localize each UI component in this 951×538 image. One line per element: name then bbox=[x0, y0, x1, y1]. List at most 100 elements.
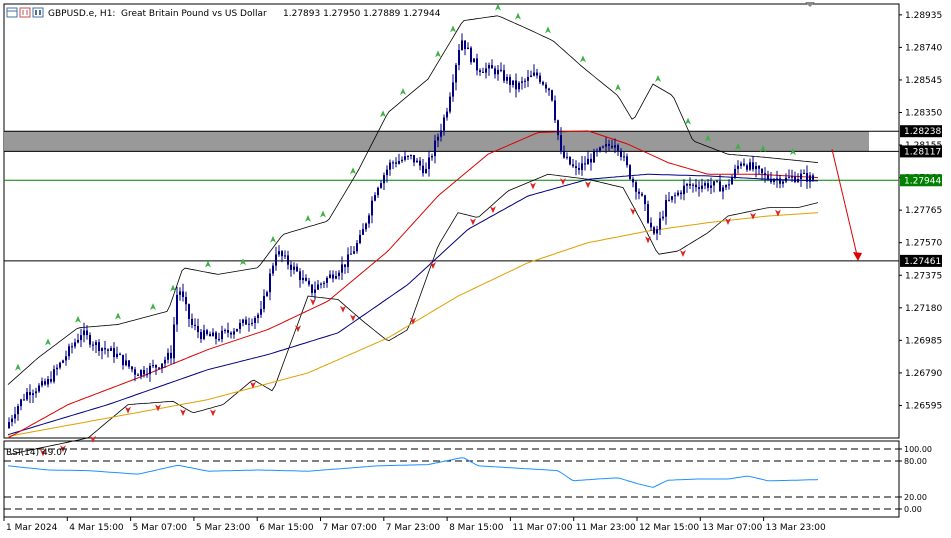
candle-body bbox=[98, 342, 100, 351]
rsi-label: RSI(14) 49.07 bbox=[6, 448, 68, 458]
chart-candles-icon[interactable] bbox=[32, 7, 44, 18]
buy-signal-icon bbox=[685, 117, 691, 125]
candle-body bbox=[698, 187, 700, 189]
candle-body bbox=[143, 369, 145, 375]
candle-body bbox=[647, 204, 649, 223]
candle-body bbox=[134, 369, 136, 375]
buy-signal-icon bbox=[615, 83, 621, 91]
candle-body bbox=[515, 80, 517, 90]
buy-signal-icon bbox=[735, 143, 741, 151]
candle-body bbox=[161, 363, 163, 369]
time-tick-label: 1 Mar 2024 bbox=[6, 523, 58, 533]
sell-signal-icon bbox=[250, 381, 256, 389]
candle-body bbox=[68, 346, 70, 357]
candle-body bbox=[800, 173, 802, 180]
sell-signal-icon bbox=[750, 212, 756, 220]
candle-body bbox=[629, 165, 631, 179]
candle-body bbox=[521, 81, 523, 83]
candle-body bbox=[101, 348, 103, 351]
candle-body bbox=[110, 348, 112, 351]
candle-body bbox=[362, 229, 364, 235]
bollinger-bands bbox=[7, 15, 819, 456]
candle-body bbox=[500, 69, 502, 71]
price-tick-label: 1.28935 bbox=[905, 11, 942, 21]
buy-signal-icon bbox=[580, 55, 586, 63]
candle-body bbox=[773, 179, 775, 183]
buy-signal-icon bbox=[515, 12, 521, 20]
sell-signal-icon bbox=[680, 249, 686, 257]
candle-body bbox=[440, 130, 442, 137]
candle-body bbox=[53, 369, 55, 382]
candle-body bbox=[539, 75, 541, 83]
rsi-tick-label: 0.00 bbox=[904, 505, 922, 514]
candle-body bbox=[350, 253, 352, 255]
candle-body bbox=[449, 96, 451, 112]
candle-body bbox=[302, 277, 304, 281]
sell-signal-icon bbox=[430, 261, 436, 269]
sell-signal-icon bbox=[40, 449, 46, 457]
candle-body bbox=[299, 271, 301, 281]
buy-signal-icon bbox=[790, 148, 796, 156]
candle-body bbox=[806, 173, 808, 182]
candle-body bbox=[557, 120, 559, 136]
buy-signal-icon bbox=[305, 214, 311, 222]
candle-body bbox=[8, 422, 10, 428]
candle-body bbox=[422, 165, 424, 174]
candle-body bbox=[317, 284, 319, 290]
candle-body bbox=[686, 183, 688, 186]
candle-body bbox=[320, 283, 322, 285]
buy-signal-icon bbox=[545, 26, 551, 34]
candle-body bbox=[62, 360, 64, 363]
window-icon[interactable] bbox=[6, 7, 18, 18]
candle-body bbox=[89, 335, 91, 345]
candle-body bbox=[428, 157, 430, 169]
buy-signal-icon bbox=[150, 303, 156, 311]
candle-body bbox=[344, 264, 346, 267]
candle-body bbox=[155, 365, 157, 368]
candle-body bbox=[158, 367, 160, 369]
candle-body bbox=[353, 251, 355, 254]
candle-body bbox=[809, 175, 811, 182]
buy-signal-icon bbox=[495, 3, 501, 11]
candle-body bbox=[785, 177, 787, 182]
candle-body bbox=[152, 365, 154, 367]
upper-band bbox=[7, 15, 819, 385]
candle-body bbox=[494, 68, 496, 75]
candle-body bbox=[71, 346, 73, 348]
candle-body bbox=[794, 176, 796, 182]
candle-body bbox=[593, 151, 595, 163]
time-tick-label: 6 Mar 15:00 bbox=[259, 523, 314, 533]
candle-body bbox=[56, 367, 58, 370]
rsi-axis: 100.00 80.00 20.00 0.00 bbox=[899, 445, 932, 514]
candle-body bbox=[377, 187, 379, 196]
rsi-indicator bbox=[4, 448, 899, 510]
chart-bars-icon[interactable] bbox=[19, 7, 31, 18]
candle-body bbox=[551, 90, 553, 101]
candle-body bbox=[518, 82, 520, 90]
price-label-box bbox=[900, 125, 942, 138]
chart-shift-icon[interactable] bbox=[805, 2, 815, 7]
price-label-text: 1.27944 bbox=[904, 176, 941, 186]
candle-body bbox=[425, 168, 427, 174]
sell-signal-icon bbox=[530, 182, 536, 190]
candle-body bbox=[275, 254, 277, 266]
ema-mid bbox=[7, 173, 819, 436]
candle-body bbox=[743, 163, 745, 166]
candle-body bbox=[734, 168, 736, 178]
candle-body bbox=[605, 144, 607, 147]
candle-body bbox=[44, 381, 46, 385]
candle-body bbox=[311, 284, 313, 293]
buy-signal-icon bbox=[75, 315, 81, 323]
candle-body bbox=[527, 76, 529, 81]
candle-body bbox=[497, 69, 499, 75]
candle-body bbox=[245, 319, 247, 325]
candle-body bbox=[215, 332, 217, 339]
candle-body bbox=[212, 332, 214, 337]
candle-body bbox=[104, 348, 106, 350]
sell-signal-icon bbox=[155, 404, 161, 412]
time-tick-label: 12 Mar 15:00 bbox=[639, 523, 699, 533]
symbol-description: Great Britain Pound vs US Dollar bbox=[121, 9, 267, 19]
candle-body bbox=[635, 182, 637, 192]
candle-body bbox=[509, 76, 511, 85]
